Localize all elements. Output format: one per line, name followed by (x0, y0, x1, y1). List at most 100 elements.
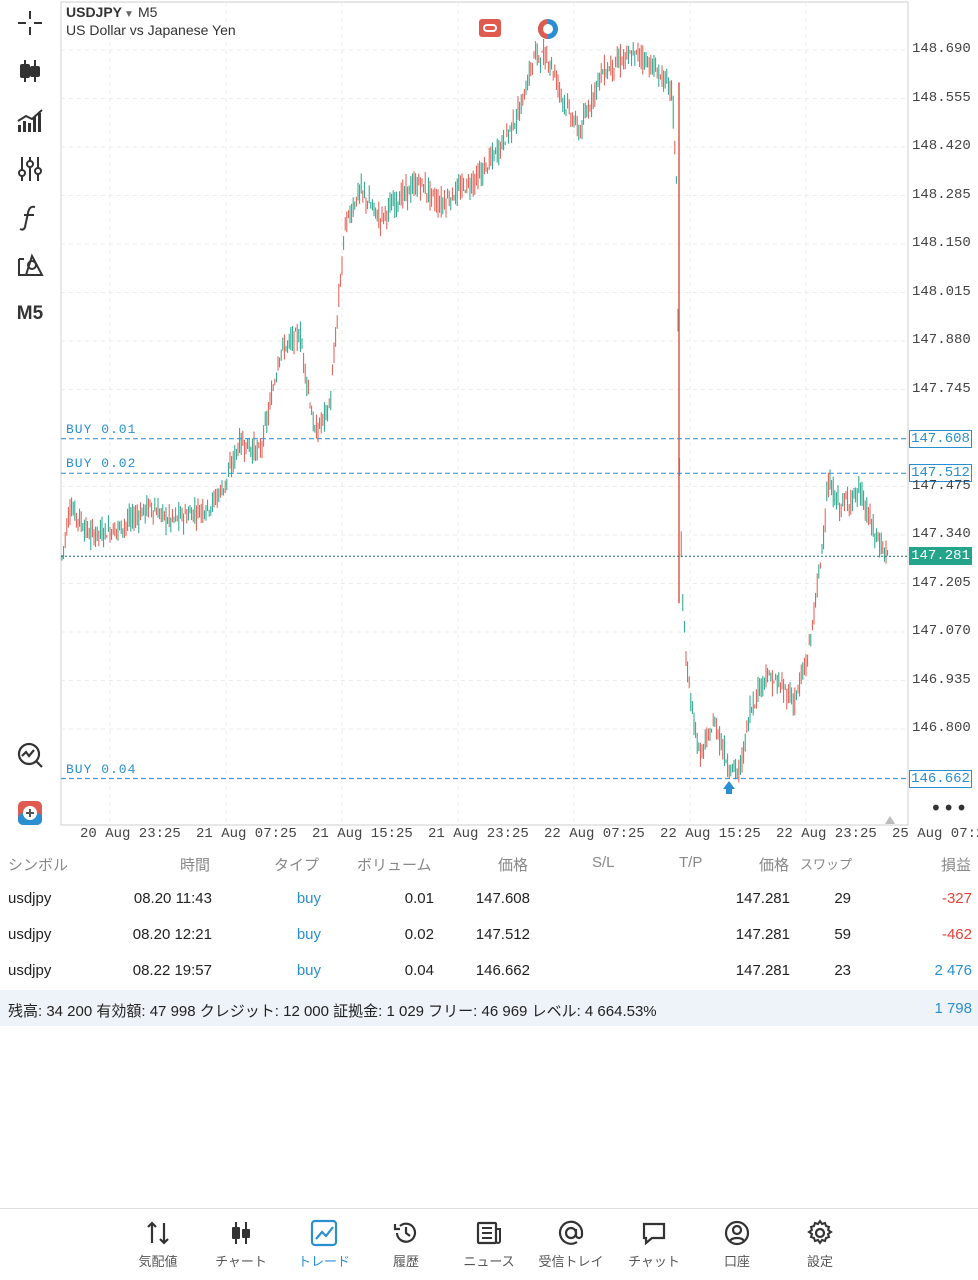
objects-icon[interactable] (10, 247, 50, 283)
account-summary: 残高: 34 200 有効額: 47 998 クレジット: 12 000 証拠金… (0, 990, 978, 1026)
nav-quotes[interactable]: 気配値 (118, 1219, 198, 1270)
cell-profit: -462 (941, 926, 972, 943)
cell-current: 147.281 (735, 962, 790, 979)
time-axis-label: 22 Aug 23:25 (776, 826, 877, 842)
cell-symbol: usdjpy (8, 962, 52, 979)
chart-search-icon[interactable] (10, 737, 50, 773)
nav-label: 設定 (806, 1255, 833, 1270)
chart-shift-marker-icon[interactable] (885, 816, 895, 824)
cell-type: buy (296, 926, 321, 943)
dropdown-triangle-icon: ▼ (124, 9, 134, 20)
header-type: タイプ (274, 857, 320, 874)
order-price-tag: 146.662 (909, 769, 972, 788)
cell-volume: 0.01 (404, 890, 434, 907)
trade-levels-icon[interactable] (478, 18, 502, 40)
symbol-selector[interactable]: USDJPY ▼ M5 (66, 4, 157, 20)
header-tp: T/P (679, 854, 703, 871)
nav-news[interactable]: ニュース (449, 1219, 529, 1270)
time-axis-label: 21 Aug 07:25 (196, 826, 297, 842)
cell-volume: 0.04 (404, 962, 434, 979)
price-axis-label: 147.745 (912, 380, 971, 397)
header-sl: S/L (592, 854, 615, 871)
price-axis-label: 147.340 (912, 526, 971, 542)
current-price-tag: 147.281 (909, 547, 972, 566)
account-icon (724, 1220, 750, 1246)
nav-label: チャート (215, 1255, 267, 1270)
indicators-icon[interactable] (10, 103, 50, 139)
table-row[interactable]: usdjpy 08.20 11:43 buy 0.01 147.608 147.281 29… (0, 881, 978, 917)
cell-time: 08.20 12:21 (132, 926, 212, 943)
nav-account[interactable]: 口座 (697, 1219, 777, 1270)
nav-label: 気配値 (138, 1255, 178, 1270)
cell-swap: 59 (834, 926, 851, 943)
price-axis-label: 146.935 (912, 671, 971, 688)
time-axis-label: 22 Aug 07:25 (544, 826, 645, 842)
price-axis-label: 148.150 (912, 235, 971, 251)
price-axis-label: 148.555 (912, 89, 971, 106)
cell-swap: 29 (834, 890, 851, 907)
trade-icon (310, 1219, 338, 1247)
header-current-price: 価格 (759, 857, 790, 874)
cell-symbol: usdjpy (8, 890, 52, 907)
chart-frame (60, 1, 909, 826)
buy-arrow-icon (723, 781, 735, 794)
summary-total: 1 798 (934, 1000, 972, 1017)
nav-settings[interactable]: 設定 (780, 1219, 860, 1270)
nav-chart[interactable]: チャート (201, 1219, 281, 1270)
history-icon (393, 1222, 417, 1243)
time-axis-label: 21 Aug 23:25 (428, 826, 529, 842)
time-axis-label: 21 Aug 15:25 (312, 826, 413, 842)
header-swap: スワップ (800, 857, 853, 872)
settings-sliders-icon[interactable] (10, 151, 50, 187)
price-axis-label: 147.070 (912, 623, 971, 639)
symbol-name: USDJPY (66, 4, 123, 20)
price-chart[interactable]: USDJPY ▼ M5 US Dollar vs Japanese Yen BUY … (60, 0, 978, 845)
crosshair-icon[interactable] (10, 5, 50, 41)
price-axis-label: 148.285 (912, 186, 971, 203)
cell-price: 147.608 (475, 890, 530, 907)
nav-chat[interactable]: チャット (614, 1219, 694, 1270)
table-header: シンボル 時間 タイプ ボリューム 価格 S/L T/P 価格 スワップ 損益 (0, 845, 978, 881)
price-axis-label: 147.475 (912, 477, 971, 494)
more-options-icon[interactable]: ••• (930, 796, 969, 820)
chart-timeframe: M5 (137, 4, 158, 20)
cell-type: buy (296, 890, 321, 907)
order-line-label: BUY 0.02 (66, 456, 137, 472)
header-symbol: シンボル (8, 857, 69, 874)
header-profit: 損益 (941, 857, 972, 874)
nav-trade[interactable]: トレード (284, 1219, 364, 1270)
chat-icon (642, 1222, 666, 1246)
cell-profit: -327 (941, 890, 972, 907)
quotes-icon (147, 1221, 169, 1245)
cell-swap: 23 (834, 962, 851, 979)
timeframe-button[interactable]: M5 (16, 303, 44, 324)
summary-text: 残高: 34 200 有効額: 47 998 クレジット: 12 000 証拠金… (8, 1003, 657, 1020)
function-icon[interactable] (10, 199, 50, 235)
table-row[interactable]: usdjpy 08.20 12:21 buy 0.02 147.512 147.281 59… (0, 917, 978, 953)
cell-time: 08.20 11:43 (133, 890, 212, 907)
symbol-description: US Dollar vs Japanese Yen (66, 22, 236, 38)
nav-label: ニュース (463, 1255, 515, 1270)
header-time: 時間 (180, 857, 211, 874)
table-row[interactable]: usdjpy 08.22 19:57 buy 0.04 146.662 147.281 23… (0, 953, 978, 989)
candlestick-icon[interactable] (10, 53, 50, 89)
nav-label: 受信トレイ (538, 1255, 604, 1270)
depth-of-market-icon[interactable] (536, 18, 560, 40)
news-icon (476, 1221, 501, 1245)
header-open-price: 価格 (498, 857, 529, 874)
cell-price: 147.512 (475, 926, 530, 943)
header-volume: ボリューム (357, 857, 432, 874)
price-axis-label: 146.800 (912, 720, 971, 736)
time-axis-label: 20 Aug 23:25 (80, 826, 181, 842)
bottom-navigation: 気配値 チャート トレード 履歴 ニュース 受信トレイ チャット 口座 設定 (0, 1208, 978, 1280)
order-price-tag: 147.608 (909, 429, 972, 448)
cell-current: 147.281 (735, 926, 790, 943)
cell-profit: 2 476 (934, 962, 972, 979)
one-click-trading-icon[interactable] (10, 795, 50, 831)
chart-canvas[interactable] (60, 0, 978, 845)
settings-icon (807, 1219, 833, 1245)
inbox-icon (558, 1220, 584, 1245)
nav-label: トレード (297, 1255, 350, 1270)
nav-inbox[interactable]: 受信トレイ (531, 1219, 611, 1270)
nav-history[interactable]: 履歴 (366, 1219, 446, 1270)
